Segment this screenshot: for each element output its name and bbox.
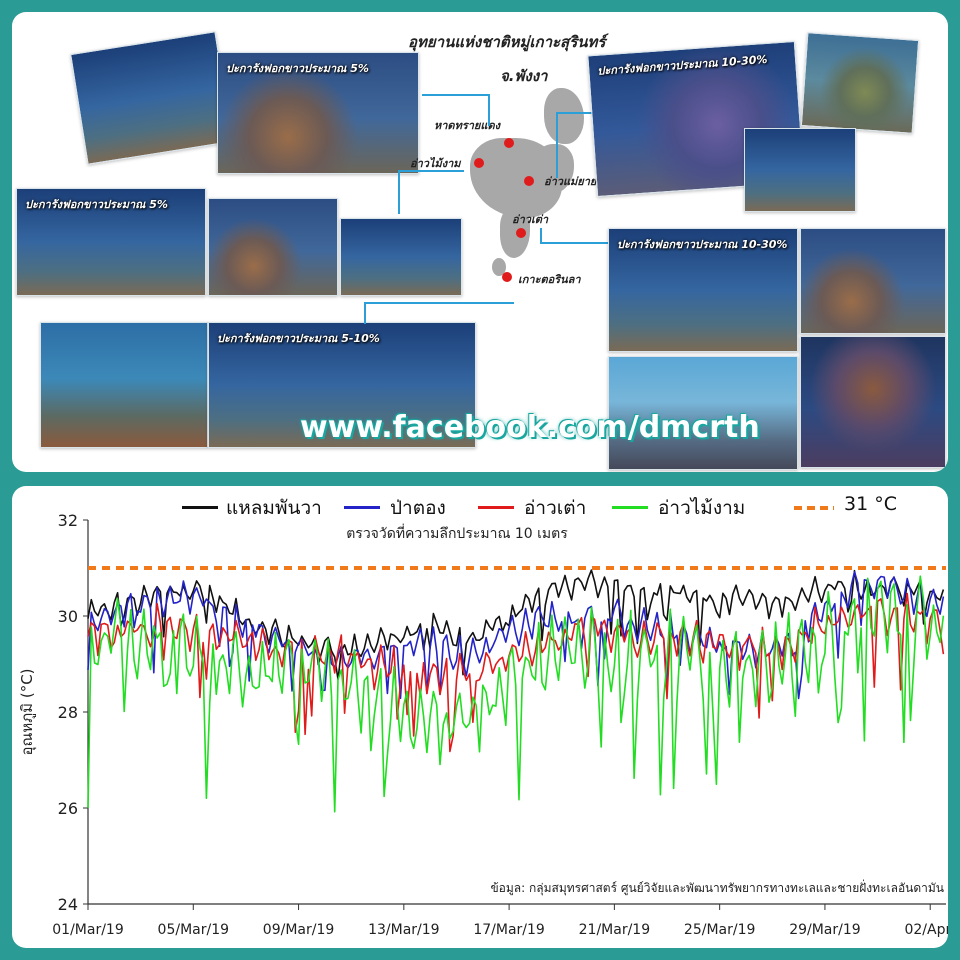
site-marker (504, 138, 514, 148)
reef-photo (800, 32, 920, 134)
reef-photo (800, 336, 946, 468)
series-line-1 (87, 569, 945, 681)
reef-photo (744, 128, 856, 212)
legend-swatch-series-4 (612, 506, 648, 509)
series-line-2 (87, 571, 945, 700)
reef-photo: ปะการังฟอกขาวประมาณ 5% (16, 188, 206, 296)
reef-photo (800, 228, 946, 334)
legend-label-series-4: อ่าวไม้งาม (658, 497, 746, 519)
x-tick-label: 05/Mar/19 (158, 922, 229, 938)
series-line-3 (87, 592, 945, 753)
reef-photo (208, 198, 338, 296)
photo-caption-top-left: ปะการังฟอกขาวประมาณ 5% (226, 62, 369, 75)
x-tick-label: 02/Apr/ (904, 922, 948, 938)
site-label-ao-tao: อ่าวเต่า (512, 213, 549, 226)
x-tick-label: 17/Mar/19 (473, 922, 544, 938)
map-subtitle: จ.พังงา (500, 67, 548, 85)
source-note: ข้อมูล: กลุ่มสมุทรศาสตร์ ศูนย์วิจัยและพั… (490, 879, 944, 896)
x-tick-label: 13/Mar/19 (368, 922, 439, 938)
connector-line (422, 94, 490, 126)
y-tick-label: 32 (58, 511, 78, 530)
chart-subtitle: ตรวจวัดที่ความลึกประมาณ 10 เมตร (346, 524, 568, 542)
legend-swatch-threshold (794, 506, 834, 510)
site-label-ao-mae-yai: อ่าวแม่ยาย (544, 175, 597, 188)
site-label-ao-mai-ngam: อ่าวไม้งาม (410, 157, 461, 170)
reef-photo: ปะการังฟอกขาวประมาณ 10-30% (608, 228, 798, 352)
x-tick-label: 21/Mar/19 (579, 922, 650, 938)
x-tick-label: 29/Mar/19 (789, 922, 860, 938)
diver-photo (40, 322, 208, 448)
y-tick-label: 28 (58, 703, 78, 722)
connector-line (398, 170, 464, 214)
site-marker (524, 176, 534, 186)
temperature-chart-panel: แหลมพันวา ป่าตอง อ่าวเต่า อ่าวไม้งาม 31 … (12, 486, 948, 948)
photo-caption-mid-right: ปะการังฟอกขาวประมาณ 10-30% (617, 238, 788, 251)
island-east (532, 144, 574, 194)
map-photo-panel: ปะการังฟอกขาวประมาณ 5% ปะการังฟอกขาวประม… (12, 12, 948, 472)
photo-caption-mid-left: ปะการังฟอกขาวประมาณ 5% (25, 198, 168, 211)
y-axis-label: อุณหภูมิ (°C) (18, 668, 37, 755)
map-title: อุทยานแห่งชาติหมู่เกาะสุรินทร์ (408, 33, 606, 51)
legend-swatch-series-2 (344, 506, 380, 509)
temperature-line-chart: 24 26 28 30 32 01/Mar/19 05/Mar/19 09/Mar/19 13/… (18, 511, 948, 938)
legend-swatch-series-1 (182, 506, 218, 509)
legend-label-series-2: ป่าตอง (390, 497, 446, 519)
reef-photo: ปะการังฟอกขาวประมาณ 5-10% (208, 322, 476, 448)
connector-line (364, 302, 514, 324)
site-marker (474, 158, 484, 168)
island-north (544, 88, 584, 144)
site-label-koh-torinla: เกาะตอรินลา (518, 273, 581, 286)
photo-caption-bottom-left: ปะการังฟอกขาวประมาณ 5-10% (217, 332, 380, 345)
y-tick-label: 26 (58, 799, 78, 818)
reef-photo: ปะการังฟอกขาวประมาณ 5% (217, 52, 419, 174)
legend-label-threshold: 31 °C (844, 493, 897, 515)
y-tick-label: 30 (58, 607, 78, 626)
photo-caption-top-right: ปะการังฟอกขาวประมาณ 10-30% (596, 52, 768, 78)
reef-photo (70, 31, 233, 165)
site-marker (516, 228, 526, 238)
legend-label-series-3: อ่าวเต่า (524, 497, 587, 519)
x-tick-label: 09/Mar/19 (263, 922, 334, 938)
legend-swatch-series-3 (478, 506, 514, 509)
facebook-url-watermark: www.facebook.com/dmcrth (300, 410, 760, 445)
y-tick-label: 24 (58, 895, 78, 914)
x-tick-label: 25/Mar/19 (684, 922, 755, 938)
site-marker (502, 272, 512, 282)
series-line-4 (87, 575, 945, 813)
reef-photo (608, 356, 798, 470)
x-tick-label: 01/Mar/19 (52, 922, 123, 938)
island-torinla (492, 258, 506, 276)
connector-line (540, 228, 612, 244)
site-label-haad-sai-daeng: หาดทรายแดง (434, 119, 500, 132)
reef-photo (340, 218, 462, 296)
legend-label-series-1: แหลมพันวา (226, 497, 322, 519)
connector-line (556, 112, 598, 178)
